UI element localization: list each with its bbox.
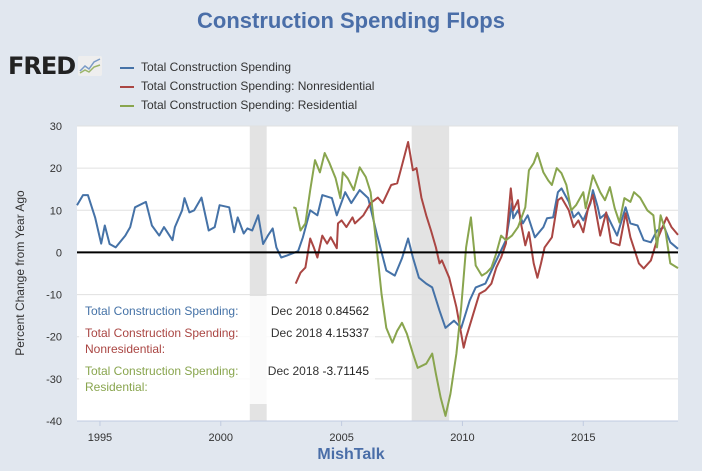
tooltip-label: Total Construction Spending: — [85, 304, 239, 318]
x-tick-label: 2015 — [571, 432, 595, 444]
tooltip-row: Total Construction Spending: Residential… — [85, 363, 369, 395]
tooltip-date: Dec 2018 — [270, 326, 323, 340]
tooltip-label: Total Construction Spending: Residential… — [85, 364, 239, 394]
legend-label: Total Construction Spending: Nonresident… — [141, 79, 375, 93]
series-line-0 — [76, 187, 679, 329]
y-tick-label: -40 — [46, 416, 62, 428]
y-axis-label: Percent Change from Year Ago — [13, 190, 27, 356]
x-tick-label: 2010 — [450, 432, 474, 444]
chart-title: Construction Spending Flops — [197, 8, 505, 33]
fred-logo: FRED — [8, 52, 103, 80]
y-tick-label: -30 — [46, 374, 62, 386]
tooltip-date: Dec 2018 — [270, 304, 323, 318]
series-line-1 — [294, 141, 679, 349]
x-tick-label: 1995 — [88, 432, 112, 444]
y-tick-label: 0 — [56, 247, 62, 259]
legend-label: Total Construction Spending: Residential — [141, 98, 358, 112]
y-tick-label: 30 — [50, 121, 62, 133]
legend-swatch — [120, 104, 134, 107]
series-line-2 — [292, 152, 679, 417]
legend-swatch — [120, 66, 134, 69]
y-tick-label: 20 — [50, 163, 62, 175]
legend-item[interactable]: Total Construction Spending: Residential — [120, 96, 374, 115]
tooltip-value-group: Dec 2018 0.84562 — [271, 303, 369, 319]
legend-item[interactable]: Total Construction Spending — [120, 58, 374, 77]
tooltip-row: Total Construction Spending: Nonresident… — [85, 325, 369, 357]
legend-swatch — [120, 85, 134, 88]
fred-logo-text: FRED — [8, 52, 76, 80]
legend-item[interactable]: Total Construction Spending: Nonresident… — [120, 77, 374, 96]
x-tick-label: 2000 — [209, 432, 233, 444]
y-tick-label: 10 — [50, 205, 62, 217]
tooltip: Total Construction Spending: Dec 2018 0.… — [79, 296, 375, 404]
tooltip-date: Dec 2018 — [267, 364, 320, 378]
tooltip-row: Total Construction Spending: Dec 2018 0.… — [85, 303, 369, 319]
legend: Total Construction Spending Total Constr… — [120, 58, 374, 115]
tooltip-value: 4.15337 — [325, 326, 369, 340]
tooltip-value-group: Dec 2018 -3.71145 — [268, 363, 369, 395]
tooltip-value-group: Dec 2018 4.15337 — [271, 325, 369, 357]
tooltip-value: -3.71145 — [322, 364, 369, 378]
footer-credit: MishTalk — [317, 446, 385, 463]
y-tick-label: -10 — [46, 290, 62, 302]
chart-logo-icon — [78, 56, 103, 76]
y-tick-label: -20 — [46, 332, 62, 344]
tooltip-value: 0.84562 — [325, 304, 369, 318]
legend-label: Total Construction Spending — [141, 60, 292, 74]
tooltip-label: Total Construction Spending: Nonresident… — [85, 326, 239, 356]
x-tick-label: 2005 — [329, 432, 353, 444]
